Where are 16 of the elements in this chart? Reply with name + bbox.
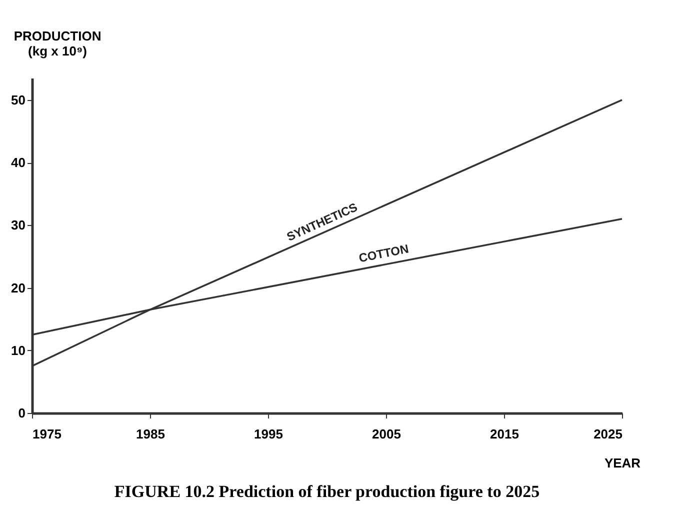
x-tick-label: 1995 xyxy=(254,426,283,442)
x-tick-label: 2025 xyxy=(594,426,622,442)
y-tick-label: 20 xyxy=(11,280,26,296)
x-tick-label: 2015 xyxy=(490,426,519,442)
y-tick-label: 40 xyxy=(11,155,26,170)
text: FIGURE 10.2 Prediction of fiber production figure to 2025 xyxy=(114,482,540,501)
x-axis-title: YEAR xyxy=(604,456,642,470)
y-tick-label: 50 xyxy=(11,92,26,108)
y-axis-title: PRODUCTION (kg x 10⁹) xyxy=(14,28,102,58)
x-tick-label: 1975 xyxy=(32,426,62,442)
y-tick-label: 30 xyxy=(11,218,26,233)
y-tick-label: 0 xyxy=(18,406,26,420)
x-tick-label: 1985 xyxy=(136,426,165,442)
x-tick-label: 2005 xyxy=(372,426,401,442)
y-tick-label: 10 xyxy=(11,342,26,358)
text: COTTON xyxy=(358,242,410,266)
